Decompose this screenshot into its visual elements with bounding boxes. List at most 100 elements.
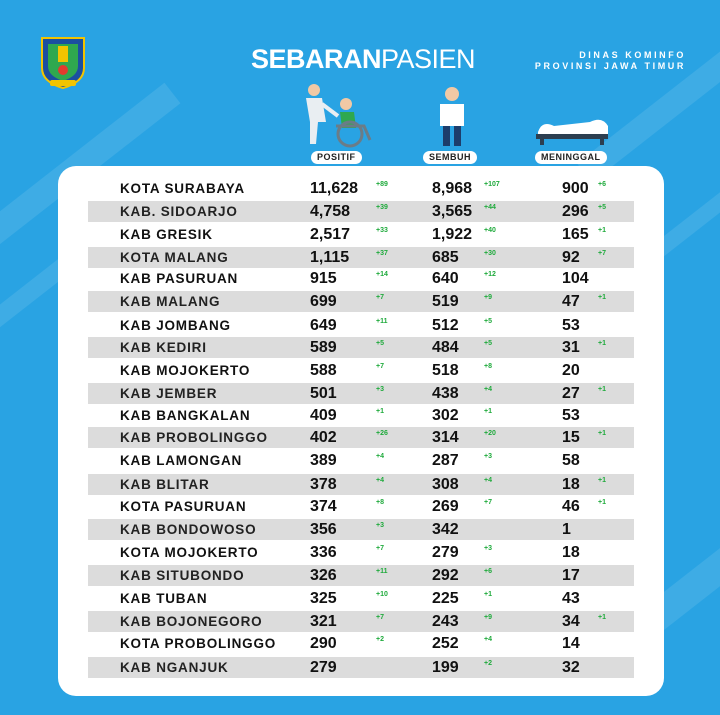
- wheelchair-patient-icon: [306, 84, 372, 148]
- meninggal-count: 15: [562, 429, 580, 446]
- table-row: KAB NGANJUK 279 199 +2 32: [88, 657, 634, 678]
- region-name: KAB SITUBONDO: [120, 568, 245, 583]
- region-name: KOTA PROBOLINGGO: [120, 636, 277, 651]
- sembuh-count: 269: [432, 498, 459, 515]
- patient-table: KOTA SURABAYA 11,628 +89 8,968 +107 900 +6 KAB.…: [58, 166, 664, 696]
- region-name: KAB GRESIK: [120, 227, 213, 242]
- table-row: KOTA MALANG 1,115 +37 685 +30 92 +7: [88, 247, 634, 268]
- positif-delta: +11: [376, 568, 388, 575]
- region-name: KAB. SIDOARJO: [120, 204, 238, 219]
- sembuh-delta: +6: [484, 568, 492, 575]
- meninggal-count: 47: [562, 293, 580, 310]
- table-row: KAB KEDIRI 589 +5 484 +5 31 +1: [88, 337, 634, 358]
- positif-count: 588: [310, 362, 337, 379]
- sembuh-delta: +40: [484, 227, 496, 234]
- meninggal-count: 14: [562, 635, 580, 652]
- meninggal-count: 27: [562, 385, 580, 402]
- hospital-bed-icon: [536, 119, 608, 145]
- meninggal-count: 53: [562, 317, 580, 334]
- title-light: PASIEN: [381, 44, 476, 74]
- positif-count: 1,115: [310, 249, 350, 266]
- table-row: KAB JOMBANG 649 +11 512 +5 53: [88, 315, 634, 336]
- positif-delta: +37: [376, 250, 388, 257]
- meninggal-count: 32: [562, 659, 580, 676]
- meninggal-count: 31: [562, 339, 580, 356]
- positif-delta: +7: [376, 294, 384, 301]
- meninggal-delta: +1: [598, 430, 606, 437]
- positif-count: 589: [310, 339, 337, 356]
- sembuh-count: 314: [432, 429, 459, 446]
- sembuh-delta: +107: [484, 181, 500, 188]
- table-row: KAB MOJOKERTO 588 +7 518 +8 20: [88, 360, 634, 381]
- positif-delta: +14: [376, 271, 388, 278]
- meninggal-count: 46: [562, 498, 580, 515]
- sembuh-count: 292: [432, 567, 459, 584]
- positif-delta: +3: [376, 522, 384, 529]
- sembuh-count: 199: [432, 659, 459, 676]
- positif-delta: +2: [376, 636, 384, 643]
- region-name: KAB BLITAR: [120, 477, 210, 492]
- sembuh-count: 225: [432, 590, 459, 607]
- table-row: KOTA MOJOKERTO 336 +7 279 +3 18: [88, 542, 634, 563]
- table-row: KOTA PROBOLINGGO 290 +2 252 +4 14: [88, 633, 634, 654]
- meninggal-count: 43: [562, 590, 580, 607]
- table-row: KAB LAMONGAN 389 +4 287 +3 58: [88, 450, 634, 471]
- meninggal-count: 58: [562, 452, 580, 469]
- table-row: KAB TUBAN 325 +10 225 +1 43: [88, 588, 634, 609]
- east-java-emblem-icon: [41, 37, 85, 90]
- positif-count: 374: [310, 498, 337, 515]
- meninggal-delta: +1: [598, 477, 606, 484]
- meninggal-delta: +5: [598, 204, 606, 211]
- positif-count: 11,628: [310, 180, 359, 197]
- sembuh-delta: +1: [484, 591, 492, 598]
- table-row: KAB JEMBER 501 +3 438 +4 27 +1: [88, 383, 634, 404]
- meninggal-count: 1: [562, 521, 571, 538]
- region-name: KOTA MOJOKERTO: [120, 545, 259, 560]
- table-row: KAB SITUBONDO 326 +11 292 +6 17: [88, 565, 634, 586]
- positif-delta: +39: [376, 204, 388, 211]
- positif-count: 279: [310, 659, 337, 676]
- positif-count: 356: [310, 521, 337, 538]
- region-name: KAB TUBAN: [120, 591, 208, 606]
- region-name: KAB JOMBANG: [120, 318, 231, 333]
- positif-count: 389: [310, 452, 337, 469]
- positif-count: 336: [310, 544, 337, 561]
- sembuh-count: 640: [432, 270, 459, 287]
- table-row: KAB BONDOWOSO 356 +3 342 1: [88, 519, 634, 540]
- region-name: KAB KEDIRI: [120, 340, 207, 355]
- table-row: KAB MALANG 699 +7 519 +9 47 +1: [88, 291, 634, 312]
- sembuh-delta: +5: [484, 340, 492, 347]
- table-row: KOTA PASURUAN 374 +8 269 +7 46 +1: [88, 496, 634, 517]
- positif-count: 378: [310, 476, 337, 493]
- sembuh-delta: +8: [484, 363, 492, 370]
- meninggal-delta: +1: [598, 294, 606, 301]
- meninggal-count: 296: [562, 203, 589, 220]
- sembuh-count: 1,922: [432, 226, 473, 243]
- region-name: KAB JEMBER: [120, 386, 218, 401]
- region-name: KAB BOJONEGORO: [120, 614, 263, 629]
- positif-count: 321: [310, 613, 337, 630]
- recovered-person-icon: [440, 87, 464, 146]
- sembuh-delta: +20: [484, 430, 496, 437]
- positif-delta: +89: [376, 181, 388, 188]
- meninggal-delta: +6: [598, 181, 606, 188]
- meninggal-count: 104: [562, 270, 589, 287]
- sembuh-delta: +9: [484, 614, 492, 621]
- meninggal-delta: +1: [598, 386, 606, 393]
- sembuh-delta: +12: [484, 271, 496, 278]
- meninggal-delta: +1: [598, 499, 606, 506]
- positif-delta: +7: [376, 545, 384, 552]
- positif-count: 501: [310, 385, 337, 402]
- sembuh-count: 3,565: [432, 203, 473, 220]
- meninggal-delta: +1: [598, 227, 606, 234]
- positif-delta: +7: [376, 363, 384, 370]
- meninggal-delta: +1: [598, 340, 606, 347]
- sembuh-count: 279: [432, 544, 459, 561]
- region-name: KAB NGANJUK: [120, 660, 229, 675]
- meninggal-delta: +1: [598, 614, 606, 621]
- positif-delta: +3: [376, 386, 384, 393]
- positif-delta: +5: [376, 340, 384, 347]
- region-name: KOTA SURABAYA: [120, 181, 245, 196]
- sembuh-delta: +3: [484, 453, 492, 460]
- column-label-meninggal: MENINGGAL: [535, 151, 607, 164]
